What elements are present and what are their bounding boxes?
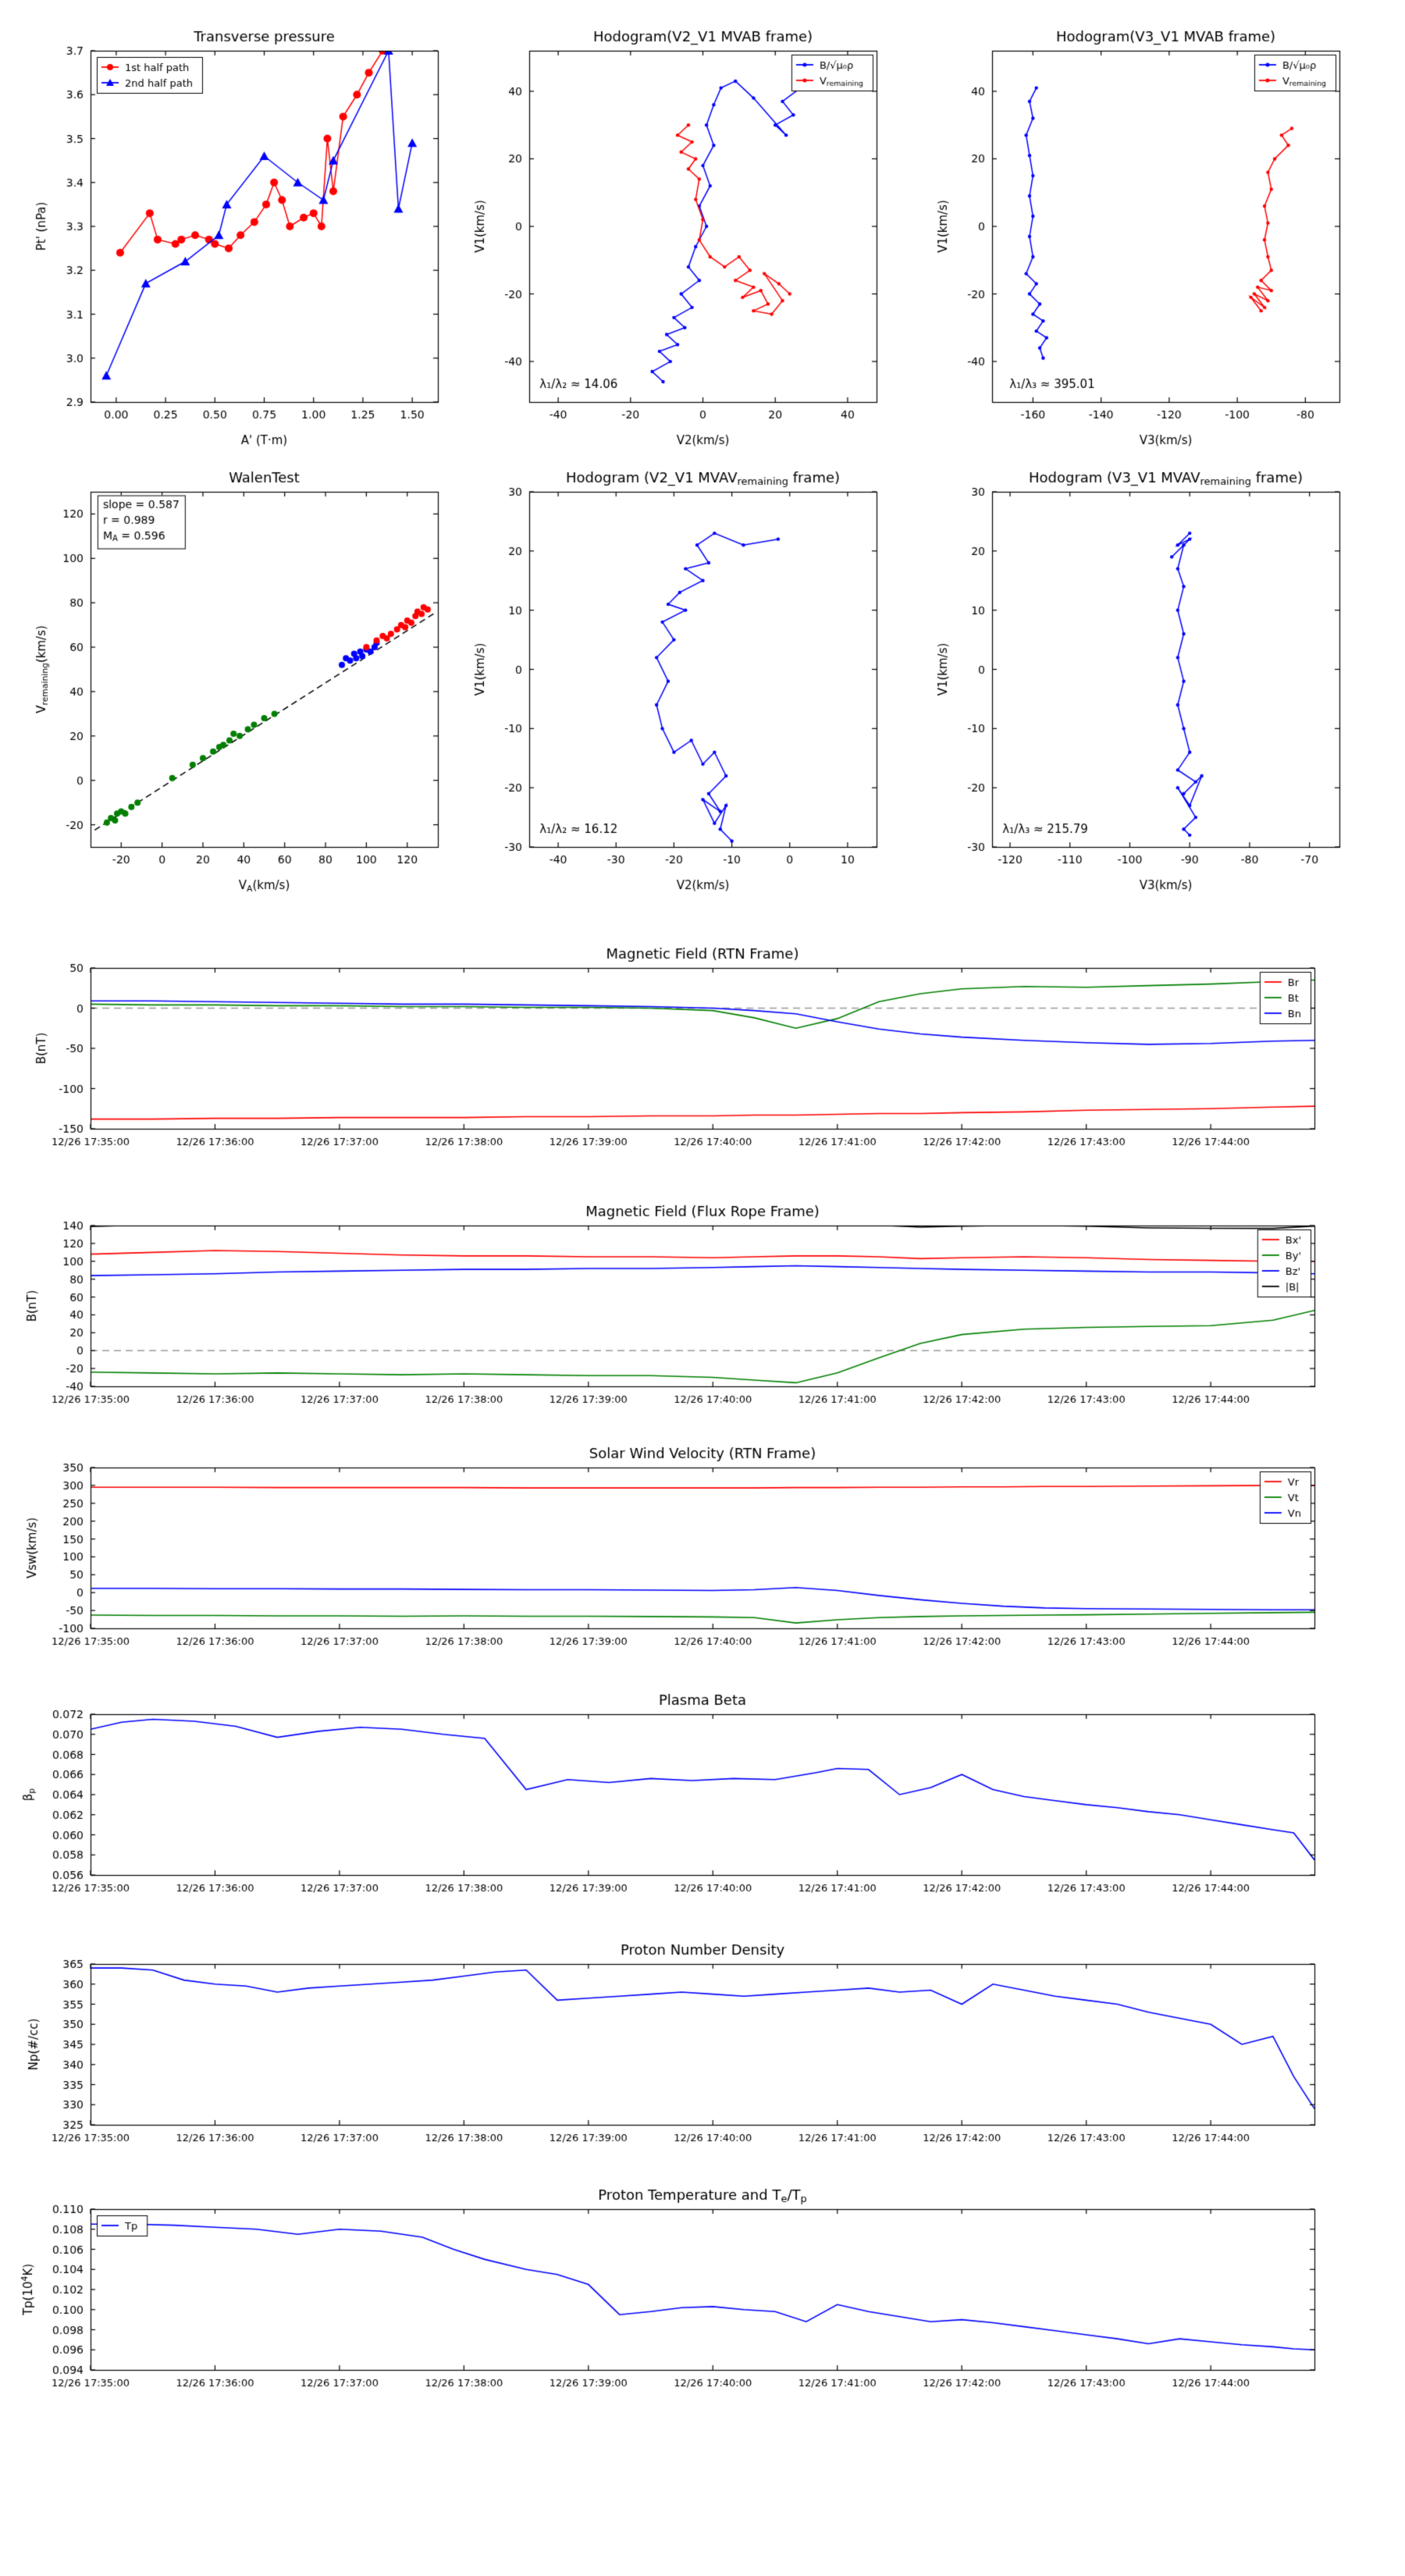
hodogram-v2v1-mvav-chart xyxy=(451,449,912,929)
proton-temperature-chart xyxy=(12,2170,1405,2404)
panel-magnetic-field-rtn xyxy=(12,929,1405,1163)
solar-wind-velocity-chart xyxy=(12,1429,1405,1663)
walen-test-chart xyxy=(12,449,473,929)
panel-hodogram-v3v1-mvab xyxy=(914,8,1375,476)
panel-proton-number-density xyxy=(12,1925,1405,2159)
panel-magnetic-field-flux-rope xyxy=(12,1187,1405,1421)
panel-hodogram-v3v1-mvav xyxy=(914,449,1375,929)
hodogram-v3v1-mvav-chart xyxy=(914,449,1375,929)
panel-hodogram-v2v1-mvab xyxy=(451,8,912,476)
panel-transverse-pressure xyxy=(12,8,473,476)
plasma-beta-chart xyxy=(12,1675,1405,1909)
panel-proton-temperature xyxy=(12,2170,1405,2404)
panel-solar-wind-velocity xyxy=(12,1429,1405,1663)
panel-plasma-beta xyxy=(12,1675,1405,1909)
magnetic-field-rtn-chart xyxy=(12,929,1405,1163)
panel-hodogram-v2v1-mvav xyxy=(451,449,912,929)
hodogram-v2v1-mvab-chart xyxy=(451,8,912,476)
transverse-pressure-chart xyxy=(12,8,473,476)
panel-walen-test xyxy=(12,449,473,929)
hodogram-v3v1-mvab-chart xyxy=(914,8,1375,476)
magnetic-field-flux-rope-chart xyxy=(12,1187,1405,1421)
proton-number-density-chart xyxy=(12,1925,1405,2159)
